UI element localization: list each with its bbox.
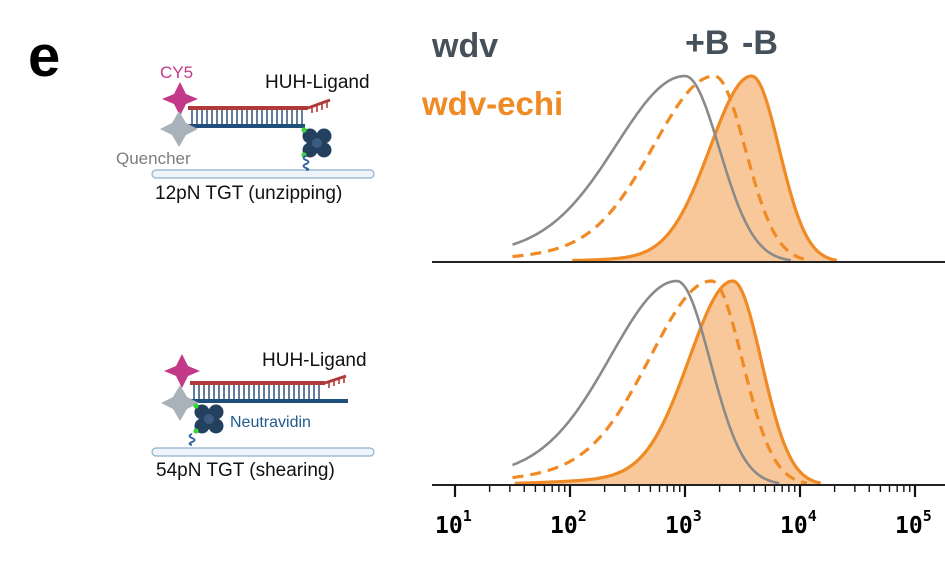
schematic-12pn: CY5 HUH-Ligand Quencher 12pN TGT (unzipp…: [116, 63, 375, 204]
tick-label-10e2: 102: [550, 507, 587, 539]
surface-strip: [151, 169, 375, 179]
tick-label-10e3: 103: [665, 507, 702, 539]
huh-ligand-label: HUH-Ligand: [262, 350, 367, 371]
neutravidin-icon: [193, 403, 224, 434]
series-fill-wdv-echi-b: [572, 76, 837, 262]
quencher-star-icon: [161, 385, 199, 421]
base-pairs: [191, 110, 303, 124]
series-fill-wdv-echi-b: [514, 281, 821, 485]
series-line-wdv-echi-b: [512, 279, 808, 485]
histogram-12pn: [512, 74, 838, 263]
series-line-wdv-echi-b: [572, 74, 838, 263]
legend-wdv: wdv: [431, 27, 498, 65]
legend-plus-b: +B: [685, 24, 729, 62]
series-line-wdv: [512, 74, 792, 262]
series-line-wdv-echi-b: [512, 74, 810, 262]
cy5-star-icon: [162, 82, 198, 116]
ligand-strand-tail: [324, 374, 347, 388]
cy5-star-icon: [164, 354, 200, 388]
tick-label-10e4: 104: [780, 507, 817, 539]
cy5-label: CY5: [160, 63, 193, 82]
neutravidin-label: Neutravidin: [230, 414, 311, 431]
caption-12pn: 12pN TGT (unzipping): [155, 183, 342, 204]
tick-label-10e5: 105: [895, 507, 932, 539]
tick-label-10e1: 101: [435, 507, 472, 539]
quencher-star-icon: [160, 111, 198, 147]
linker-spring: [302, 155, 310, 171]
x-axis: 101 102 103 104 105: [435, 485, 932, 539]
panel-label: e: [28, 24, 60, 89]
series-line-wdv-echi-b: [514, 279, 822, 485]
linker-spring: [188, 433, 196, 446]
neutravidin-icon: [301, 127, 332, 158]
series-line-wdv: [512, 279, 780, 485]
legend-wdv-echi: wdv-echi: [421, 85, 563, 122]
ligand-strand-tail: [307, 98, 331, 113]
histogram-54pn: [512, 279, 822, 485]
base-pairs: [193, 385, 320, 399]
caption-54pn: 54pN TGT (shearing): [156, 460, 335, 481]
legend-minus-b: -B: [742, 24, 778, 62]
schematic-54pn: HUH-Ligand Neutravidin 54pN TGT (shearin…: [151, 350, 375, 481]
huh-ligand-label: HUH-Ligand: [265, 72, 370, 93]
quencher-label: Quencher: [116, 149, 191, 168]
surface-strip: [151, 447, 375, 457]
